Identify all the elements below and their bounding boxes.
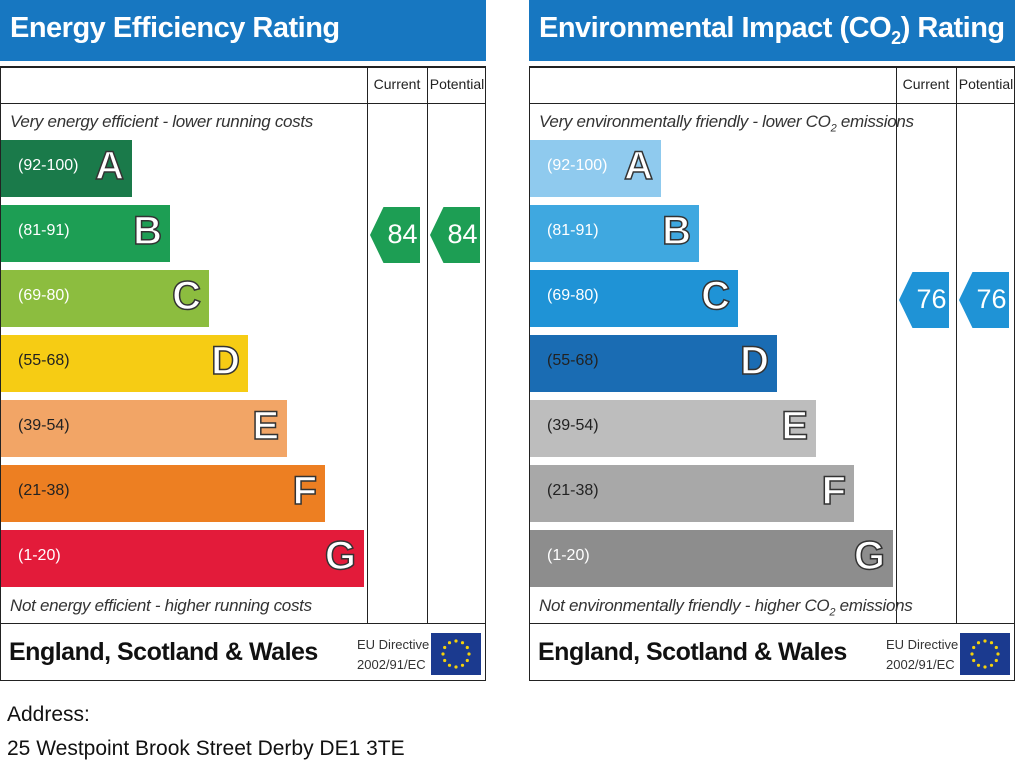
energy-band-c: (69-80) C	[1, 270, 209, 327]
environment-eu-directive: EU Directive 2002/91/EC	[886, 635, 958, 675]
environment-band-c: (69-80) C	[530, 270, 738, 327]
energy-band-e: (39-54) E	[1, 400, 287, 457]
energy-band-letter: F	[292, 468, 318, 514]
energy-band-letter: C	[171, 273, 201, 319]
environment-top-caption: Very environmentally friendly - lower CO…	[539, 112, 914, 135]
environment-band-g: (1-20) G	[530, 530, 893, 587]
environment-band-letter: G	[853, 533, 886, 579]
energy-potential-divider	[427, 68, 428, 623]
energy-band-range: (55-68)	[18, 352, 70, 369]
environment-footer-region: England, Scotland & Wales	[538, 638, 847, 666]
environment-band-range: (81-91)	[547, 222, 599, 239]
environment-eu-directive-line2: 2002/91/EC	[886, 657, 955, 672]
environment-bottom-caption: Not environmentally friendly - higher CO…	[539, 596, 913, 619]
environment-band-letter: E	[781, 403, 809, 449]
environment-band-d: (55-68) D	[530, 335, 777, 392]
address-value: 25 Westpoint Brook Street Derby DE1 3TE	[7, 737, 405, 760]
environment-band-letter: F	[821, 468, 847, 514]
environment-header-divider	[530, 103, 1014, 104]
environmental-impact-panel: Environmental Impact (CO2) Rating Curren…	[529, 0, 1015, 681]
property-address: Address: 25 Westpoint Brook Street Derby…	[7, 698, 405, 766]
energy-current-divider	[367, 68, 368, 623]
energy-potential-rating-arrow: 84	[430, 207, 480, 263]
energy-eu-directive-line1: EU Directive	[357, 637, 430, 652]
environment-chart-frame: Current Potential Very environmentally f…	[529, 66, 1015, 681]
energy-potential-header: Potential	[429, 76, 485, 92]
environment-band-b: (81-91) B	[530, 205, 699, 262]
energy-band-letter: D	[210, 338, 240, 384]
environment-chart-title: Environmental Impact (CO2) Rating	[539, 12, 1005, 48]
environment-band-range: (1-20)	[547, 547, 590, 564]
environment-footer-divider	[530, 623, 1014, 624]
energy-current-rating-arrow: 84	[370, 207, 420, 263]
energy-band-range: (69-80)	[18, 287, 70, 304]
environment-current-divider	[896, 68, 897, 623]
environment-current-value: 76	[916, 284, 947, 314]
energy-band-f: (21-38) F	[1, 465, 325, 522]
environment-band-letter: A	[623, 143, 653, 189]
environment-band-range: (69-80)	[547, 287, 599, 304]
environment-band-f: (21-38) F	[530, 465, 854, 522]
energy-footer-region: England, Scotland & Wales	[9, 638, 318, 666]
environment-band-range: (21-38)	[547, 482, 599, 499]
energy-bottom-caption: Not energy efficient - higher running co…	[10, 596, 312, 615]
environment-band-a: (92-100) A	[530, 140, 661, 197]
environment-band-letter: B	[661, 208, 691, 254]
energy-header-divider	[1, 103, 485, 104]
energy-band-letter: G	[324, 533, 357, 579]
energy-band-d: (55-68) D	[1, 335, 248, 392]
environment-potential-divider	[956, 68, 957, 623]
energy-band-letter: B	[132, 208, 162, 254]
energy-eu-directive: EU Directive 2002/91/EC	[357, 635, 429, 675]
energy-potential-value: 84	[447, 219, 478, 249]
environment-band-letter: C	[700, 273, 730, 319]
environment-title-bar: Environmental Impact (CO2) Rating	[529, 0, 1015, 61]
energy-band-range: (39-54)	[18, 417, 70, 434]
environment-band-range: (55-68)	[547, 352, 599, 369]
energy-current-value: 84	[387, 219, 418, 249]
energy-band-b: (81-91) B	[1, 205, 170, 262]
environment-band-e: (39-54) E	[530, 400, 816, 457]
energy-chart-frame: Current Potential Very energy efficient …	[0, 66, 486, 681]
energy-band-g: (1-20) G	[1, 530, 364, 587]
energy-efficiency-panel: Energy Efficiency Rating Current Potenti…	[0, 0, 486, 681]
energy-footer-divider	[1, 623, 485, 624]
address-label: Address:	[7, 703, 90, 726]
energy-eu-directive-line2: 2002/91/EC	[357, 657, 426, 672]
environment-current-header: Current	[902, 76, 950, 92]
energy-band-letter: E	[252, 403, 280, 449]
energy-band-letter: A	[94, 143, 124, 189]
energy-band-range: (92-100)	[18, 157, 79, 174]
eu-flag-icon	[960, 633, 1010, 675]
environment-current-rating-arrow: 76	[899, 272, 949, 328]
eu-flag-icon	[431, 633, 481, 675]
energy-chart-title: Energy Efficiency Rating	[10, 12, 340, 44]
environment-eu-directive-line1: EU Directive	[886, 637, 959, 652]
environment-band-range: (92-100)	[547, 157, 608, 174]
energy-band-range: (21-38)	[18, 482, 70, 499]
energy-top-caption: Very energy efficient - lower running co…	[10, 112, 314, 131]
environment-potential-header: Potential	[958, 76, 1014, 92]
energy-band-a: (92-100) A	[1, 140, 132, 197]
energy-band-range: (81-91)	[18, 222, 70, 239]
energy-title-bar: Energy Efficiency Rating	[0, 0, 486, 61]
environment-potential-rating-arrow: 76	[959, 272, 1009, 328]
energy-band-range: (1-20)	[18, 547, 61, 564]
energy-current-header: Current	[373, 76, 421, 92]
environment-potential-value: 76	[976, 284, 1007, 314]
environment-band-letter: D	[739, 338, 769, 384]
environment-band-range: (39-54)	[547, 417, 599, 434]
